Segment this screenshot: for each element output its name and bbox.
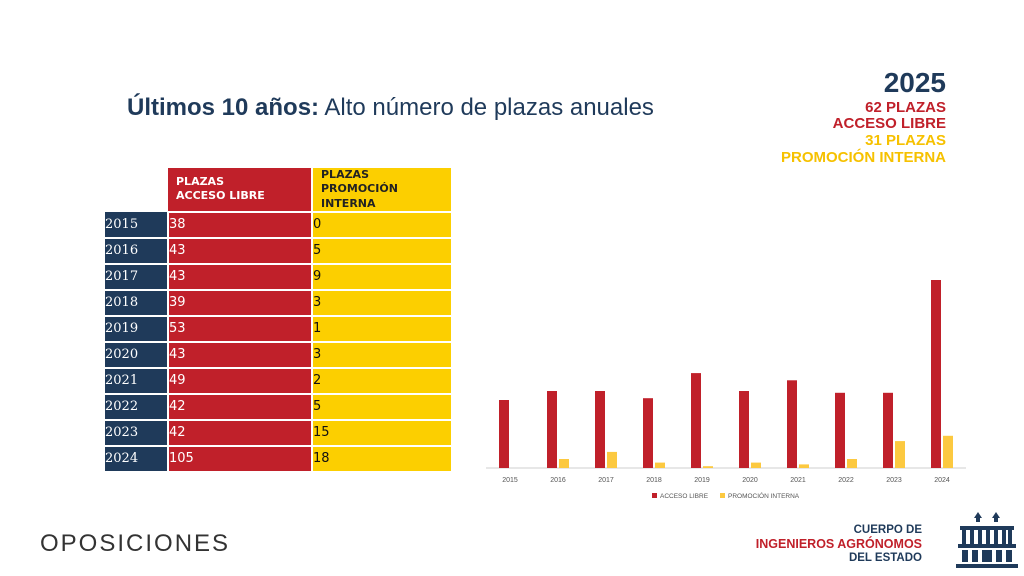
table-corner [105, 168, 168, 212]
acceso-libre-cell: 49 [168, 367, 312, 395]
bar-acceso-libre-2023 [883, 392, 893, 468]
year-cell: 2016 [105, 237, 169, 265]
year-cell: 2021 [105, 367, 169, 395]
bar-promocion-interna-2021 [799, 464, 809, 468]
bar-acceso-libre-2021 [787, 380, 797, 468]
promocion-interna-cell: 0 [311, 211, 451, 239]
table-row: 2023 42 15 [105, 419, 451, 447]
bar-acceso-libre-2015 [499, 400, 509, 468]
x-tick-label: 2021 [790, 477, 806, 484]
legend-label-1: PROMOCIÓN INTERNA [728, 491, 800, 500]
highlight-libre-label: ACCESO LIBRE [832, 115, 946, 133]
legend-swatch-0 [652, 493, 657, 498]
x-tick-label: 2017 [598, 477, 614, 484]
x-tick-label: 2024 [934, 477, 950, 484]
promocion-interna-cell: 3 [311, 341, 451, 369]
year-cell: 2023 [105, 419, 169, 447]
acceso-libre-cell: 42 [168, 393, 312, 421]
table-row: 2020 43 3 [105, 341, 451, 369]
table-row: 2021 49 2 [105, 367, 451, 395]
bar-acceso-libre-2020 [739, 391, 749, 468]
table-row: 2017 43 9 [105, 263, 451, 291]
plazas-table: PLAZAS ACCESO LIBRE PLAZAS PROMOCIÓN INTER… [105, 168, 451, 473]
bar-promocion-interna-2023 [895, 441, 905, 468]
bar-chart: 2015 2016 2017 2018 2019 2020 2021 2022 2023 2024… [486, 280, 966, 500]
bar-acceso-libre-2016 [547, 391, 557, 468]
bar-promocion-interna-2016 [559, 459, 569, 468]
highlight-interna-label: PROMOCIÓN INTERNA [781, 148, 946, 166]
acceso-libre-cell: 38 [168, 211, 312, 239]
bar-acceso-libre-2022 [835, 392, 845, 468]
table-row: 2024 105 18 [105, 445, 451, 473]
bar-promocion-interna-2017 [607, 451, 617, 468]
legend-swatch-1 [720, 493, 725, 498]
bar-promocion-interna-2022 [847, 459, 857, 468]
promocion-interna-cell: 1 [311, 315, 451, 343]
promocion-interna-cell: 9 [311, 263, 451, 291]
x-tick-label: 2020 [742, 477, 758, 484]
x-tick-label: 2023 [886, 477, 902, 484]
year-cell: 2024 [105, 445, 169, 473]
logo-line-2: INGENIEROS AGRÓNOMOS [755, 537, 922, 552]
promocion-interna-cell: 2 [311, 367, 451, 395]
acceso-libre-cell: 53 [168, 315, 312, 343]
acceso-libre-cell: 43 [168, 263, 312, 291]
promocion-interna-cell: 5 [311, 237, 451, 265]
highlight-2025: 2025 62 PLAZAS ACCESO LIBRE 31 PLAZAS PR… [781, 66, 946, 167]
year-cell: 2019 [105, 315, 169, 343]
logo-line-3: DEL ESTADO [848, 551, 922, 564]
table-row: 2015 38 0 [105, 211, 451, 239]
bar-promocion-interna-2020 [751, 462, 761, 468]
bar-acceso-libre-2024 [931, 280, 941, 468]
bar-acceso-libre-2019 [691, 373, 701, 468]
year-cell: 2022 [105, 393, 169, 421]
acceso-libre-cell: 42 [168, 419, 312, 447]
promocion-interna-cell: 5 [311, 393, 451, 421]
x-tick-label: 2016 [550, 477, 566, 484]
ministry-building-icon [956, 512, 1018, 568]
logo-line-1: CUERPO DE [853, 524, 922, 536]
acceso-libre-cell: 105 [168, 445, 312, 473]
header-acceso-libre: PLAZAS ACCESO LIBRE [168, 168, 312, 213]
x-tick-label: 2022 [838, 477, 854, 484]
acceso-libre-cell: 39 [168, 289, 312, 317]
year-cell: 2015 [105, 211, 169, 239]
highlight-year: 2025 [883, 67, 946, 98]
slide-title: Últimos 10 años: Alto número de plazas a… [127, 94, 654, 122]
logo-text: CUERPO DE INGENIEROS AGRÓNOMOS DEL ESTAD… [756, 524, 922, 565]
promocion-interna-cell: 3 [311, 289, 451, 317]
bar-promocion-interna-2024 [943, 435, 953, 468]
title-rest: Alto número de plazas anuales [319, 94, 654, 121]
table-row: 2022 42 5 [105, 393, 451, 421]
acceso-libre-cell: 43 [168, 237, 312, 265]
bar-acceso-libre-2018 [643, 398, 653, 468]
x-tick-label: 2018 [646, 477, 662, 484]
bar-promocion-interna-2019 [703, 466, 713, 468]
footer-oposiciones: OPOSICIONES [40, 530, 231, 557]
acceso-libre-cell: 43 [168, 341, 312, 369]
table-row: 2019 53 1 [105, 315, 451, 343]
header-promocion-interna: PLAZAS PROMOCIÓN INTERNA [311, 168, 451, 213]
x-tick-label: 2015 [502, 477, 518, 484]
year-cell: 2020 [105, 341, 169, 369]
legend-label-0: ACCESO LIBRE [660, 493, 709, 500]
highlight-libre-count: 62 PLAZAS [865, 98, 946, 116]
title-bold: Últimos 10 años: [127, 94, 320, 121]
year-cell: 2017 [105, 263, 169, 291]
year-cell: 2018 [105, 289, 169, 317]
promocion-interna-cell: 18 [311, 445, 451, 473]
promocion-interna-cell: 15 [311, 419, 451, 447]
x-tick-label: 2019 [694, 477, 710, 484]
bar-acceso-libre-2017 [595, 391, 605, 468]
bar-promocion-interna-2018 [655, 462, 665, 468]
highlight-interna-count: 31 PLAZAS [865, 132, 946, 150]
table-row: 2016 43 5 [105, 237, 451, 265]
table-row: 2018 39 3 [105, 289, 451, 317]
